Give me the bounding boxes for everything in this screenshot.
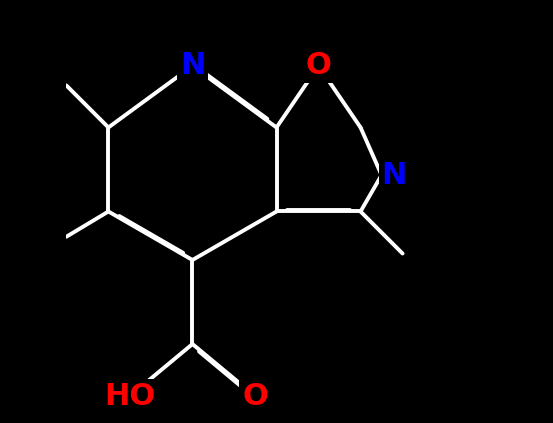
Text: HO: HO [104,382,155,411]
Text: N: N [180,52,205,80]
Text: O: O [306,52,331,80]
Text: N: N [382,161,407,190]
Text: O: O [243,382,268,411]
